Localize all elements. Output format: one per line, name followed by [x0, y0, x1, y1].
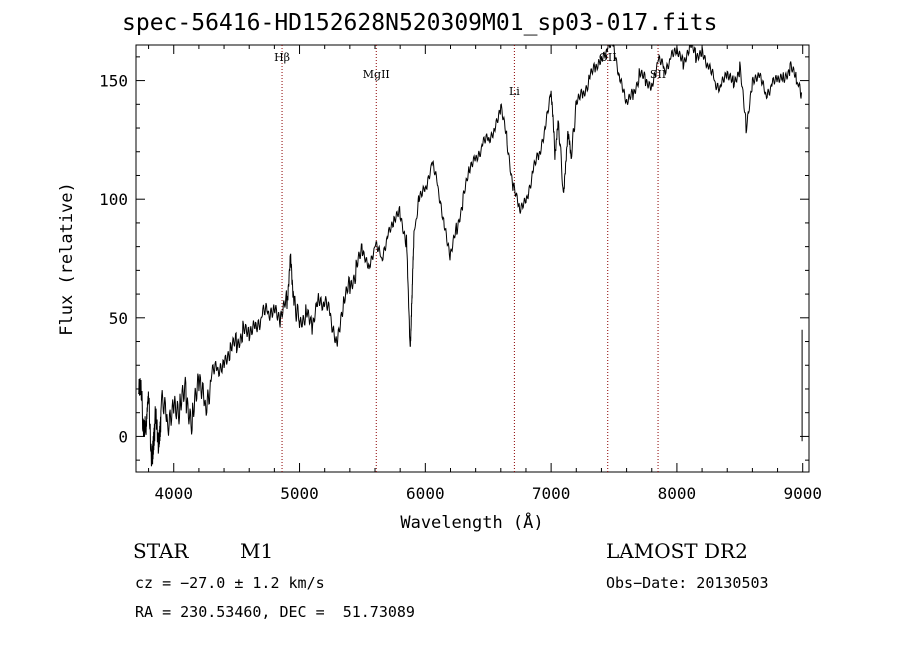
redshift-readout: cz = −27.0 ± 1.2 km/s	[135, 574, 325, 592]
x-tick-label: 9000	[783, 484, 822, 503]
survey-name: LAMOST DR2	[606, 539, 748, 563]
axis-ticks	[136, 45, 809, 472]
marker-label: SII	[650, 68, 666, 81]
object-type: STAR	[133, 539, 189, 563]
marker-label: MgII	[363, 68, 390, 81]
chart-title: spec-56416-HD152628N520309M01_sp03-017.f…	[122, 10, 718, 36]
y-tick-label: 0	[118, 427, 128, 446]
emission-line-labels: Hβ MgII Li OII SII	[274, 51, 666, 98]
marker-label: Li	[509, 85, 520, 98]
coordinates-readout: RA = 230.53460, DEC = 51.73089	[135, 603, 415, 621]
y-tick-label: 100	[99, 190, 128, 209]
object-subclass: M1	[240, 539, 274, 563]
emission-line-markers	[281, 45, 659, 472]
x-tick-label: 4000	[154, 484, 193, 503]
marker-label: Hβ	[274, 51, 290, 64]
y-tick-label: 50	[109, 309, 128, 328]
x-tick-label: 7000	[532, 484, 571, 503]
y-tick-label: 150	[99, 72, 128, 91]
marker-label: OII	[599, 51, 617, 64]
plot-frame	[135, 44, 810, 473]
x-axis-label: Wavelength (Å)	[400, 511, 543, 533]
x-tick-label: 8000	[658, 484, 697, 503]
y-axis-label: Flux (relative)	[57, 182, 77, 336]
x-tick-label: 5000	[280, 484, 319, 503]
x-tick-label: 6000	[406, 484, 445, 503]
spectrum-line	[138, 44, 803, 467]
axis-tick-labels: 4000 5000 6000 7000 8000 9000 0 50 100 150	[99, 72, 822, 503]
observation-date: Obs−Date: 20130503	[606, 574, 769, 592]
